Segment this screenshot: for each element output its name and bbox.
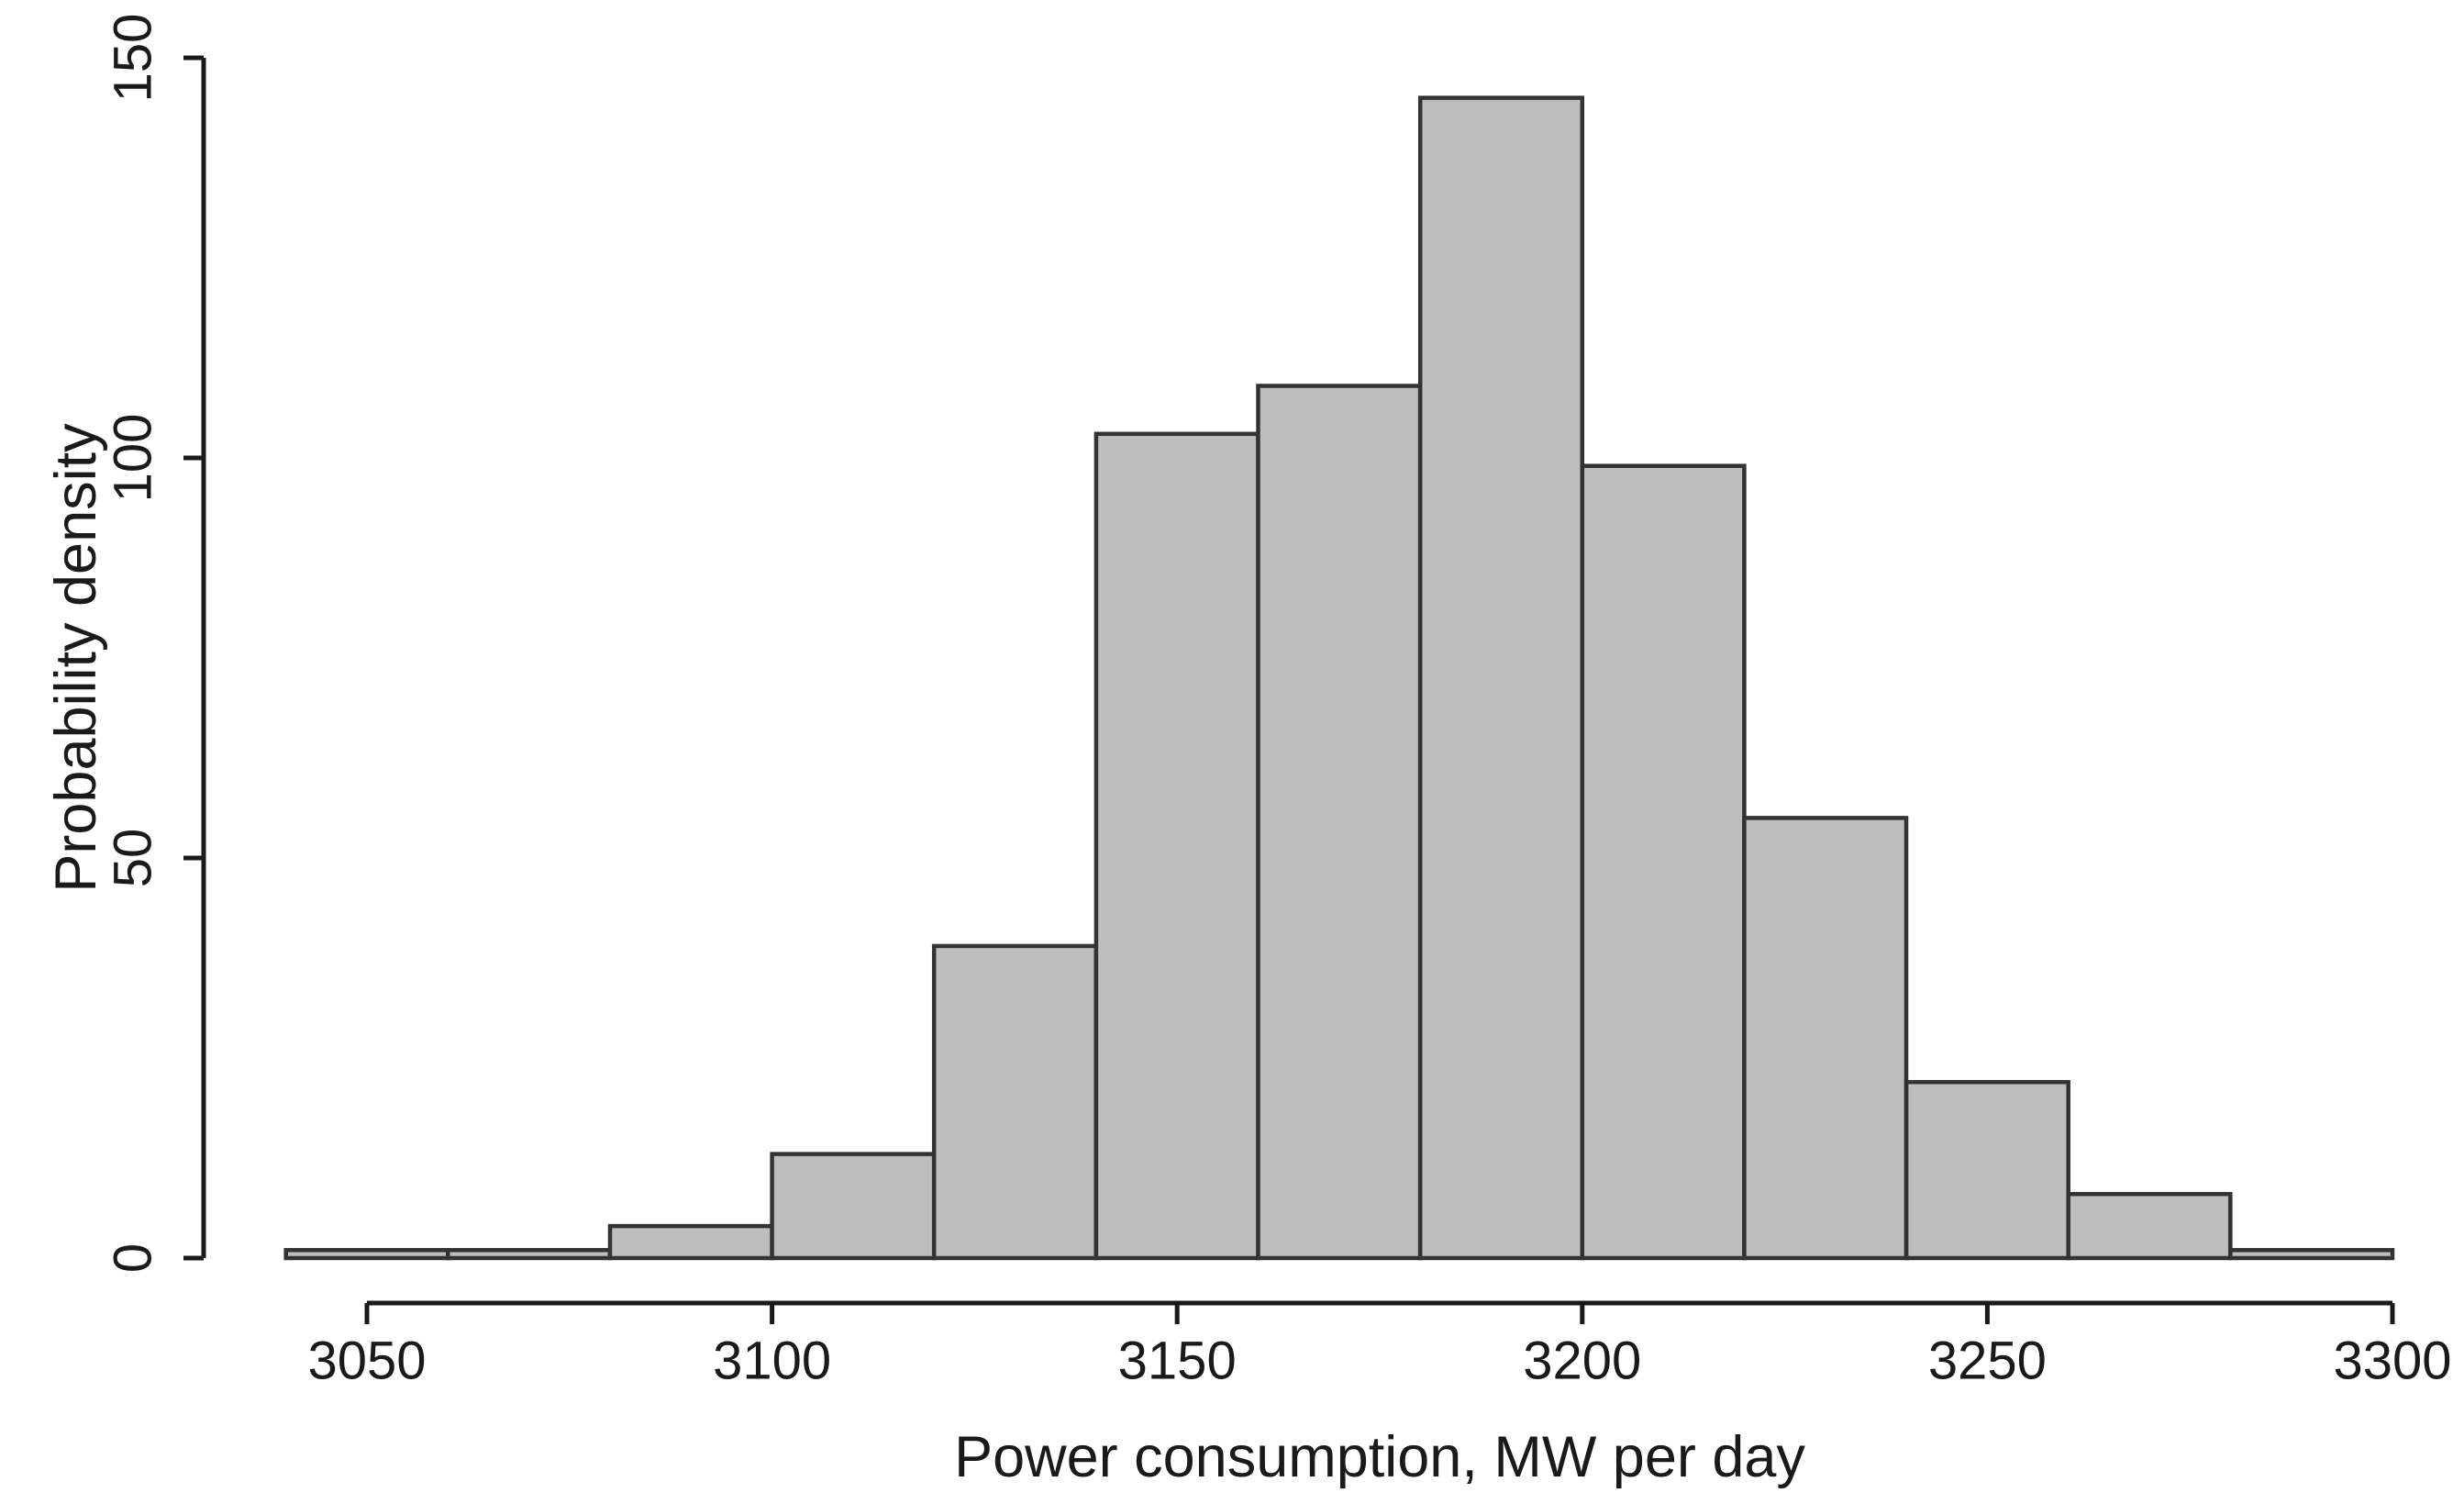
histogram-bar bbox=[2228, 1248, 2395, 1261]
x-tick-label: 3250 bbox=[1928, 1331, 2047, 1391]
histogram-bar bbox=[1580, 463, 1747, 1261]
x-tick-label: 3300 bbox=[2333, 1331, 2451, 1391]
histogram-bar bbox=[1093, 431, 1260, 1261]
histogram-bar bbox=[931, 943, 1099, 1261]
x-tick-label: 3200 bbox=[1523, 1331, 1641, 1391]
x-axis-title: Power consumption, MW per day bbox=[954, 1425, 1805, 1489]
x-tick-label: 3050 bbox=[307, 1331, 426, 1391]
histogram-bar bbox=[607, 1223, 774, 1261]
histogram-bar bbox=[1417, 95, 1585, 1261]
x-tick-label: 3100 bbox=[713, 1331, 831, 1391]
histogram-bar bbox=[283, 1248, 450, 1261]
y-tick-label: 150 bbox=[104, 14, 163, 103]
histogram-bar bbox=[446, 1248, 613, 1261]
histogram-bar bbox=[1903, 1079, 2070, 1261]
y-tick-label: 0 bbox=[104, 1243, 163, 1273]
histogram-bar bbox=[2066, 1191, 2233, 1261]
y-tick-label: 100 bbox=[104, 414, 163, 503]
y-tick-label: 50 bbox=[104, 829, 163, 888]
histogram-bar bbox=[1256, 384, 1423, 1261]
x-tick-label: 3150 bbox=[1118, 1331, 1237, 1391]
histogram-bar bbox=[770, 1152, 937, 1261]
histogram-bar bbox=[1742, 816, 1909, 1261]
y-axis-title: Probability density bbox=[44, 423, 108, 893]
